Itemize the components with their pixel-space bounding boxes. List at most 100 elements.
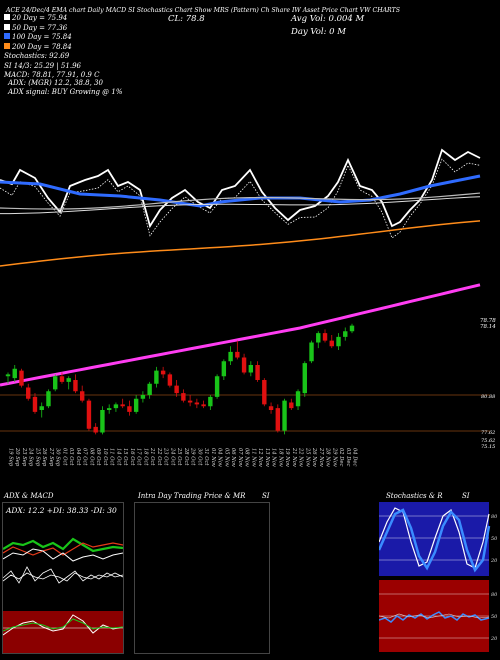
price-label-2: 77.62 (481, 430, 496, 436)
candle-body (93, 426, 98, 433)
candles-group (5, 323, 355, 435)
date-label: 12 Nov (257, 448, 263, 467)
adx-line-green (3, 537, 123, 553)
adx-macd-title: ADX & MACD (4, 492, 54, 500)
date-label: 11 Nov (250, 448, 256, 467)
date-label: 01 Oct (61, 448, 67, 466)
candle-body (12, 368, 17, 379)
candle-body (86, 400, 92, 429)
date-label: 28 Oct (183, 447, 189, 466)
candle-body (167, 374, 173, 386)
intraday-panel (134, 502, 270, 654)
date-label: 19 Nov (284, 448, 290, 467)
date-label: 13 Nov (264, 448, 270, 467)
day-volume: Day Vol: 0 M (291, 27, 346, 37)
macd-value: MACD: 78.81, 77.91, 0.9 C (4, 71, 100, 79)
date-label: 25 Nov (304, 447, 310, 467)
date-label: 23 Oct (163, 447, 169, 466)
date-label: 04 Nov (217, 448, 223, 467)
candle-body (5, 374, 11, 377)
ma-label-1: 78.78 (480, 318, 496, 324)
date-label: 22 Nov (298, 447, 304, 467)
date-label: 15 Oct (122, 448, 128, 466)
date-label: 25 Sep (34, 447, 40, 467)
stochastics-value: Stochastics: 92.69 (4, 52, 70, 60)
stoch-d-line (379, 508, 491, 573)
date-label: 04 Oct (75, 448, 81, 466)
stoch-tick-20: 20 (490, 558, 497, 564)
candle-body (275, 408, 281, 431)
si-title-2: SI (462, 492, 470, 500)
candle-body (120, 404, 125, 407)
adx-line-white (3, 548, 123, 562)
avg-volume: Avg Vol: 0.004 M (291, 14, 365, 24)
candle-body (309, 342, 314, 362)
candle-body (221, 361, 227, 377)
close-price: CL: 78.8 (168, 14, 205, 24)
date-label: 06 Nov (230, 448, 236, 467)
stoch-title: Stochastics & R (386, 492, 443, 500)
candle-body (208, 396, 213, 407)
candle-body (154, 370, 159, 384)
candle-body (147, 383, 152, 395)
date-label: 14 Nov (271, 448, 277, 467)
adx-line: ADX: (MGR) 12.2, 38.8, 30 (8, 79, 103, 87)
swatch-icon (4, 23, 10, 30)
date-label: 30 Sep (55, 448, 61, 467)
date-label: 10 Oct (102, 448, 108, 466)
candle-body (329, 340, 334, 347)
ma-item-100: 100 Day = 75.84 (4, 33, 99, 43)
candle-body (282, 400, 287, 431)
macd-zone (3, 611, 123, 653)
date-label: 07 Oct (82, 448, 88, 466)
date-label: 26 Nov (311, 447, 317, 467)
candle-body (140, 395, 146, 399)
stoch-tick-80: 80 (491, 514, 497, 520)
date-axis: 19 Sep 20 Sep 23 Sep 24 Sep 25 Sep 26 Sep 27 S… (8, 447, 358, 467)
stoch-tick-50: 50 (491, 536, 497, 542)
candle-body (214, 376, 220, 397)
adx-line-red (3, 542, 123, 556)
candle-body (289, 402, 294, 409)
candle-body (187, 400, 193, 403)
candle-body (73, 380, 78, 392)
date-label: 14 Oct (115, 448, 121, 466)
date-label: 18 Nov (277, 448, 283, 467)
date-label: 17 Oct (136, 448, 142, 466)
date-label: 03 Oct (68, 448, 74, 466)
date-label: 20 Sep (14, 447, 20, 467)
candle-body (53, 376, 58, 390)
candle-body (248, 365, 254, 373)
candle-body (46, 391, 51, 407)
candle-body (349, 325, 355, 332)
candle-body (316, 333, 321, 343)
date-label: 11 Oct (109, 448, 115, 466)
candle-body (174, 385, 179, 394)
si-tick-20: 20 (490, 636, 497, 642)
date-label: 29 Oct (190, 447, 196, 466)
ma-item-200: 200 Day = 78.84 (4, 42, 99, 53)
candle-body (19, 370, 24, 386)
candle-body (127, 406, 132, 412)
date-label: 26 Sep (41, 447, 47, 467)
date-label: 02 Dec (338, 448, 344, 466)
date-label: 21 Nov (291, 447, 297, 467)
candle-body (268, 406, 274, 410)
price-label-4: 75.15 (481, 444, 496, 450)
date-label: 24 Oct (169, 447, 175, 466)
candle-body (59, 376, 65, 382)
date-label: 08 Oct (88, 448, 94, 466)
swatch-icon (4, 33, 10, 39)
candle-body (181, 393, 186, 401)
macd-line-2 (3, 572, 123, 582)
date-label: 29 Nov (331, 447, 337, 467)
ma-item-50: 50 Day = 77.36 (4, 23, 99, 34)
candle-body (113, 404, 119, 409)
candle-body (295, 391, 301, 407)
date-label: 01 Nov (210, 448, 216, 467)
candle-body (255, 365, 260, 380)
candle-body (241, 357, 247, 373)
si-title-1: SI (262, 492, 270, 500)
candle-body (133, 398, 139, 412)
candle-body (302, 363, 307, 394)
